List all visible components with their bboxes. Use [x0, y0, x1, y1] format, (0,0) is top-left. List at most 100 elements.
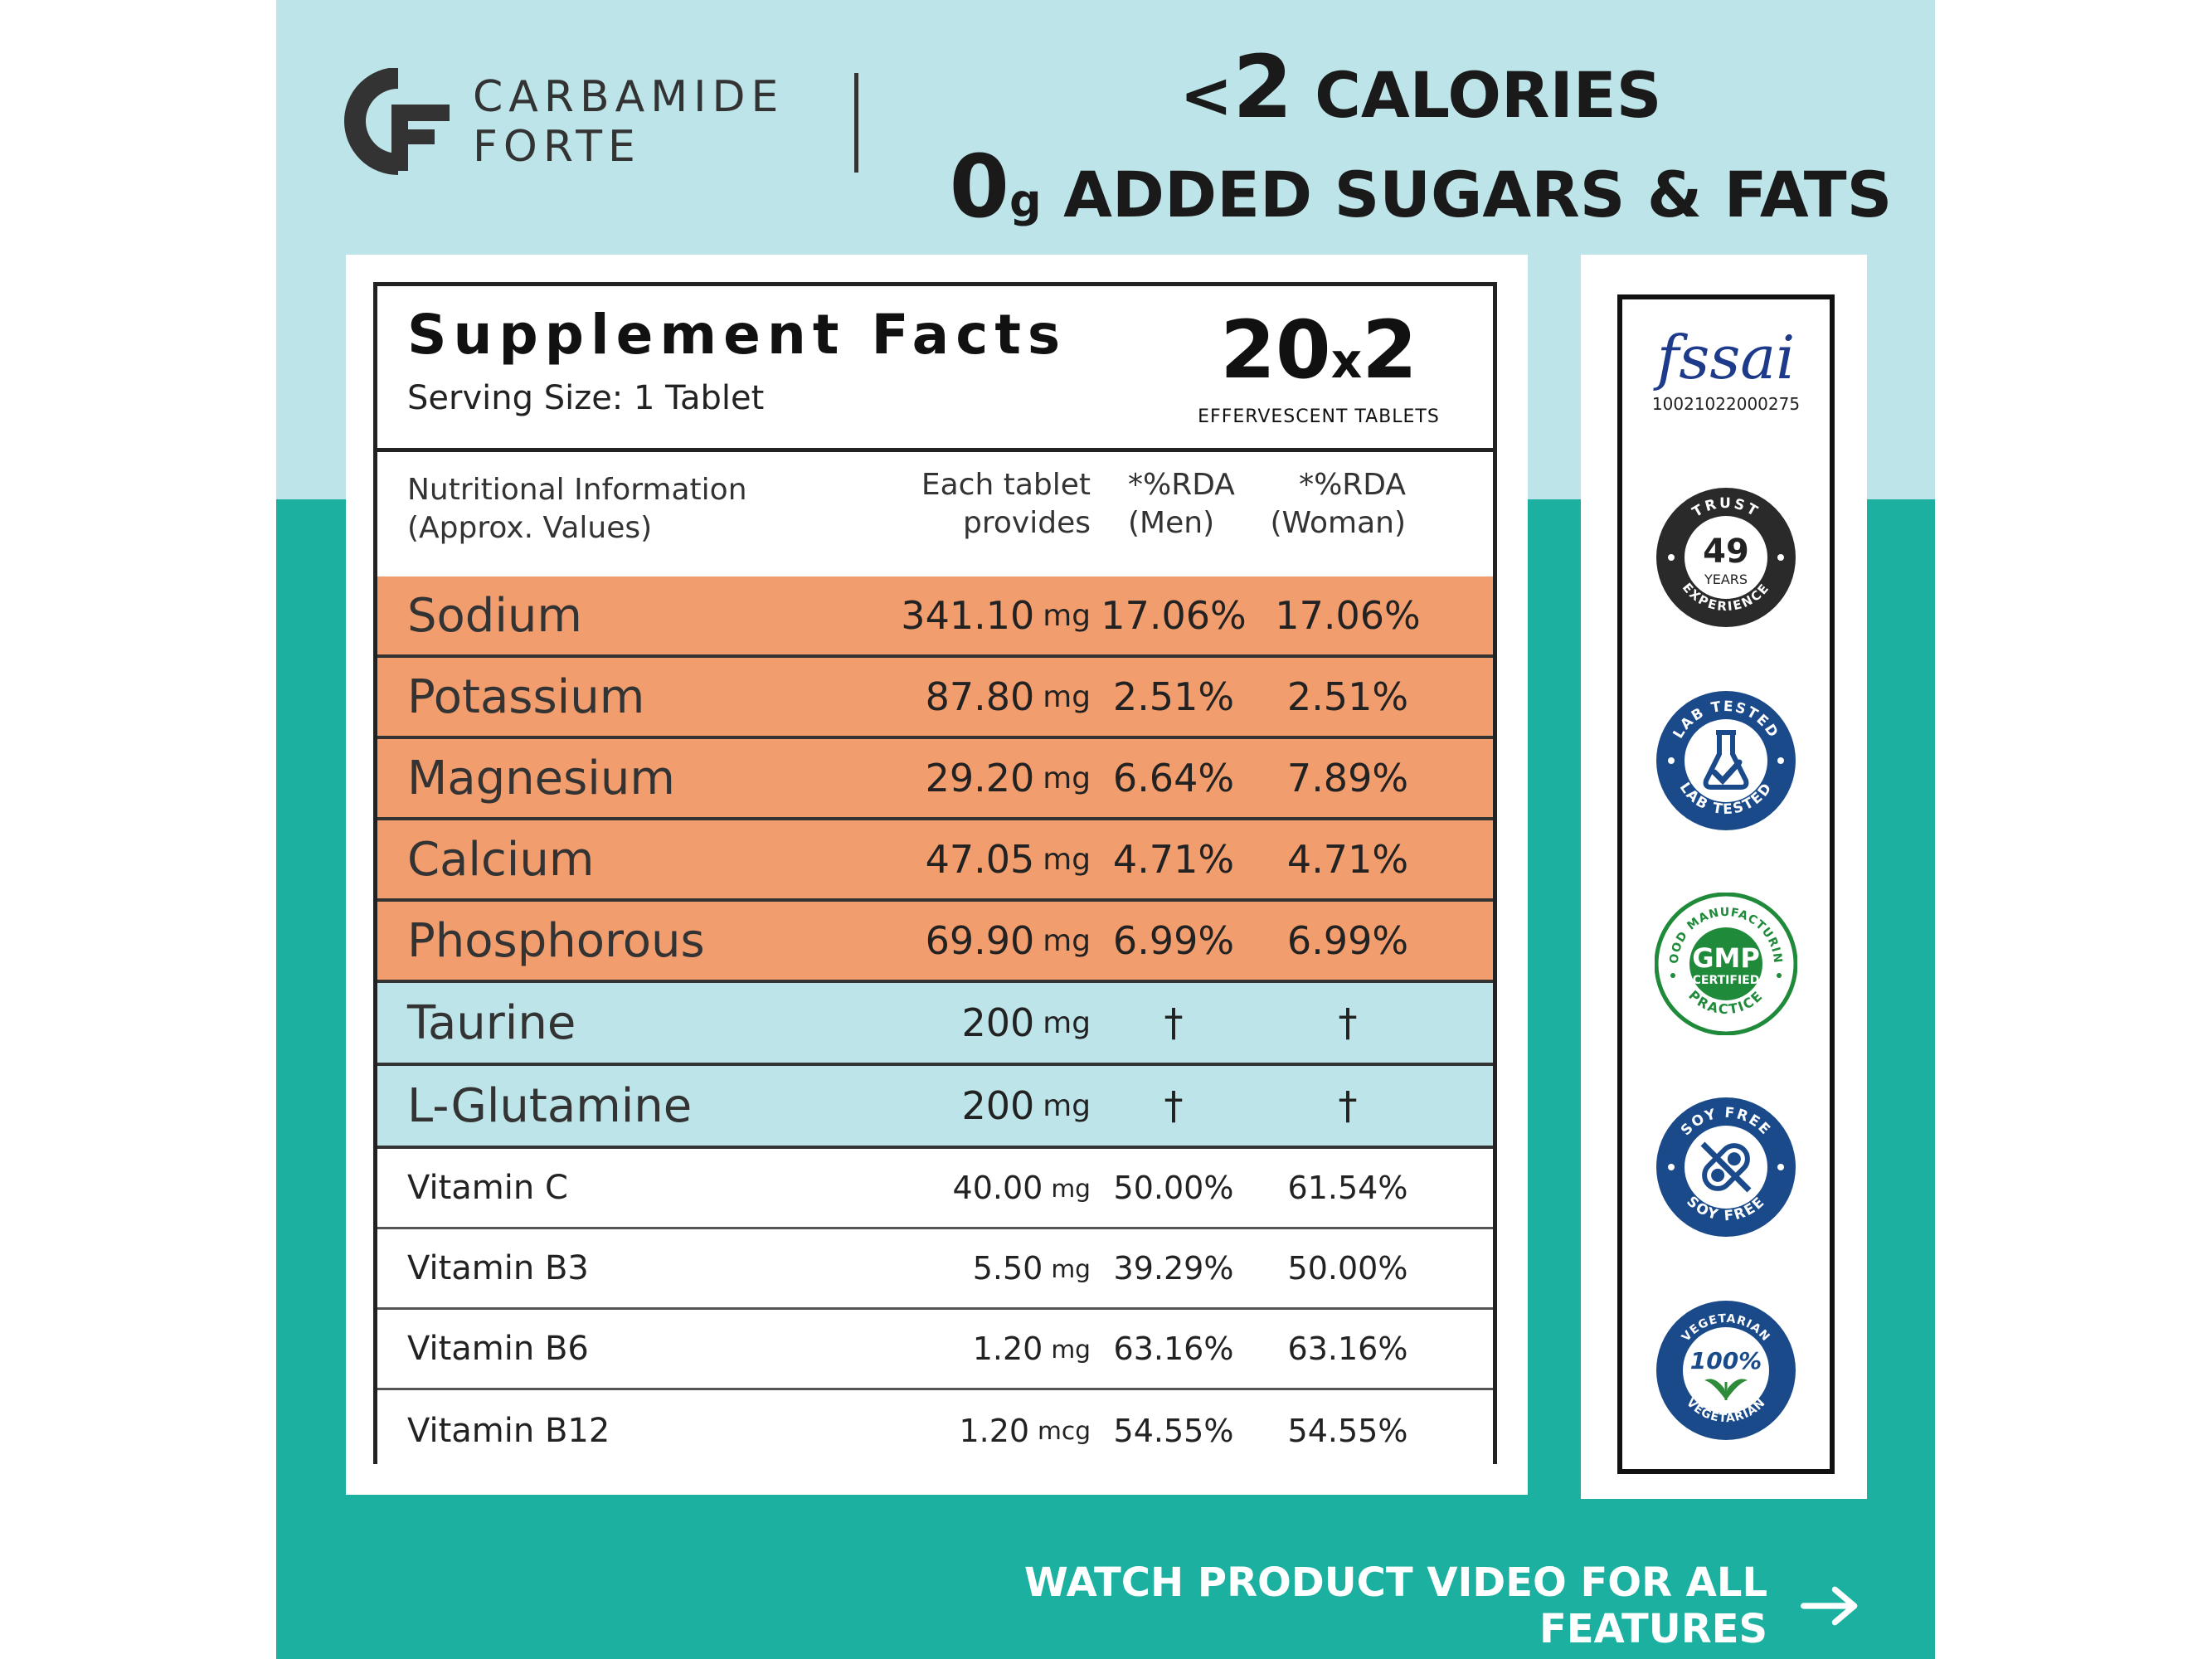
supplement-facts-table: Supplement Facts Serving Size: 1 Tablet …	[373, 282, 1497, 1471]
pack-label: EFFERVESCENT TABLETS	[1198, 406, 1440, 427]
col-amount-line1: Each tablet	[921, 468, 1091, 502]
col-header-rda-woman: *%RDA (Woman)	[1240, 466, 1406, 542]
facts-header: Supplement Facts Serving Size: 1 Tablet …	[377, 286, 1493, 452]
amount-unit: mg	[1051, 1173, 1091, 1203]
nutrient-amount: 341.10 mg	[842, 577, 1091, 654]
rda-men: 50.00%	[1113, 1170, 1234, 1206]
amount-unit: mg	[1051, 1334, 1091, 1364]
amount-value: 5.50	[972, 1250, 1043, 1287]
amount-unit: mg	[1051, 1253, 1091, 1283]
col-header-amount: Each tablet provides	[858, 466, 1091, 542]
pack-times: x	[1330, 333, 1363, 389]
table-row: Vitamin C 40.00 mg 50.00% 61.54%	[377, 1149, 1493, 1229]
amount-value: 69.90	[925, 918, 1035, 963]
table-row: Magnesium 29.20 mg 6.64% 7.89%	[377, 739, 1493, 820]
certification-frame: fssai 10021022000275 TRUST EXPERIENCE 49…	[1617, 294, 1835, 1474]
nutrient-name: L-Glutamine	[407, 1078, 693, 1133]
col-header-rda-men: *%RDA (Men)	[1128, 466, 1235, 542]
fssai-license-number: 10021022000275	[1651, 394, 1801, 414]
trust-49-years-icon: TRUST EXPERIENCE 49 YEARS	[1656, 488, 1796, 627]
column-headers: Nutritional Information (Approx. Values)…	[377, 448, 1493, 581]
watch-video-cta[interactable]: WATCH PRODUCT VIDEO FOR ALL FEATURES	[882, 1559, 1860, 1652]
headline: <2 CALORIES 0g ADDED SUGARS & FATS	[923, 41, 1918, 247]
nutrient-name: Vitamin B12	[407, 1411, 610, 1450]
headline-calorie-text: CALORIES	[1292, 58, 1662, 132]
rda-men: 17.06%	[1101, 593, 1247, 638]
rda-men: †	[1164, 1000, 1184, 1045]
col-info-line1: Nutritional Information	[407, 473, 747, 507]
gmp-main-text: GMP	[1692, 942, 1760, 974]
amount-value: 1.20	[972, 1331, 1043, 1367]
headline-sugar-text: ADDED SUGARS & FATS	[1041, 158, 1893, 231]
table-row: Vitamin B12 1.20 mcg 54.55% 54.55%	[377, 1390, 1493, 1471]
col-woman-line1: *%RDA	[1299, 468, 1406, 502]
amount-value: 40.00	[952, 1170, 1043, 1206]
nutrient-amount: 40.00 mg	[842, 1149, 1091, 1227]
lab-tested-icon: LAB TESTED LAB TESTED	[1656, 691, 1796, 830]
col-header-info: Nutritional Information (Approx. Values)	[407, 471, 747, 547]
table-row: Vitamin B6 1.20 mg 63.16% 63.16%	[377, 1310, 1493, 1390]
pack-count: 20x2	[1194, 304, 1443, 406]
nutrient-amount: 87.80 mg	[842, 658, 1091, 736]
nutrient-amount: 47.05 mg	[842, 820, 1091, 898]
soy-free-badge: SOY FREE SOY FREE	[1622, 1096, 1830, 1238]
nutrient-amount: 1.20 mcg	[842, 1390, 1091, 1471]
headline-gram-unit: g	[1009, 175, 1042, 227]
nutrient-name: Magnesium	[407, 751, 675, 805]
rda-woman: 63.16%	[1287, 1331, 1408, 1367]
rda-woman: †	[1338, 1000, 1358, 1045]
gmp-certified-icon: GOOD MANUFACTURING PRACTICE GMP CERTIFIE…	[1655, 893, 1797, 1035]
brand-logo: CARBAMIDE FORTE	[340, 67, 784, 176]
veg-main-text: 100%	[1690, 1347, 1762, 1374]
nutrient-name: Vitamin B6	[407, 1330, 589, 1368]
rda-woman: 54.55%	[1287, 1412, 1408, 1449]
lab-tested-badge: LAB TESTED LAB TESTED	[1622, 689, 1830, 832]
col-amount-line2: provides	[963, 506, 1091, 540]
vegetarian-badge: VEGETARIAN VEGETARIAN 100%	[1622, 1299, 1830, 1442]
cta-text[interactable]: WATCH PRODUCT VIDEO FOR ALL FEATURES	[1023, 1559, 1768, 1652]
rda-woman: 50.00%	[1287, 1250, 1408, 1287]
arrow-right-icon[interactable]	[1801, 1583, 1860, 1629]
rda-men: 63.16%	[1113, 1331, 1234, 1367]
table-row: Potassium 87.80 mg 2.51% 2.51%	[377, 658, 1493, 739]
rda-men: 6.64%	[1112, 756, 1235, 800]
gmp-badge: GOOD MANUFACTURING PRACTICE GMP CERTIFIE…	[1622, 893, 1830, 1035]
pack-size: 20x2 EFFERVESCENT TABLETS	[1194, 304, 1443, 427]
pack-count-number: 20	[1220, 304, 1331, 397]
col-men-line2: (Men)	[1128, 506, 1215, 540]
headline-zero: 0	[949, 136, 1009, 237]
rda-men: 54.55%	[1113, 1412, 1234, 1449]
rda-woman: 2.51%	[1286, 674, 1409, 719]
rda-men: 6.99%	[1112, 918, 1235, 963]
nutrient-rows: Sodium 341.10 mg 17.06% 17.06% Potassium …	[377, 577, 1493, 1471]
table-row: Vitamin B3 5.50 mg 39.29% 50.00%	[377, 1229, 1493, 1310]
rda-woman: 4.71%	[1286, 837, 1409, 882]
nutrient-amount: 5.50 mg	[842, 1229, 1091, 1307]
product-panel: CARBAMIDE FORTE <2 CALORIES 0g ADDED SUG…	[276, 0, 1935, 1659]
col-info-line2: (Approx. Values)	[407, 511, 653, 545]
headline-sugars: 0g ADDED SUGARS & FATS	[923, 141, 1918, 247]
nutrient-name: Taurine	[407, 995, 576, 1050]
facts-title: Supplement Facts	[407, 303, 1067, 367]
nutrient-amount: 29.20 mg	[842, 739, 1091, 817]
fssai-logo: fssai	[1656, 323, 1796, 392]
table-row: Phosphorous 69.90 mg 6.99% 6.99%	[377, 902, 1493, 983]
nutrient-name: Vitamin C	[407, 1169, 568, 1207]
vegetarian-icon: VEGETARIAN VEGETARIAN 100%	[1656, 1301, 1796, 1440]
nutrient-name: Phosphorous	[407, 913, 705, 968]
nutrient-amount: 200 mg	[842, 1066, 1091, 1146]
brand-line1: CARBAMIDE	[473, 72, 785, 122]
brand-name: CARBAMIDE FORTE	[473, 72, 784, 172]
col-men-line1: *%RDA	[1128, 468, 1235, 502]
cf-logo-icon	[340, 67, 456, 176]
serving-size: Serving Size: 1 Tablet	[407, 379, 765, 417]
amount-value: 1.20	[959, 1412, 1030, 1449]
brand-line2: FORTE	[473, 122, 641, 172]
nutrient-amount: 69.90 mg	[842, 902, 1091, 980]
rda-men: 4.71%	[1112, 837, 1235, 882]
headline-calories: <2 CALORIES	[923, 41, 1918, 141]
nutrient-name: Potassium	[407, 669, 645, 724]
soy-free-icon: SOY FREE SOY FREE	[1656, 1097, 1796, 1237]
amount-unit: mg	[1043, 923, 1091, 958]
amount-unit: mg	[1043, 679, 1091, 714]
